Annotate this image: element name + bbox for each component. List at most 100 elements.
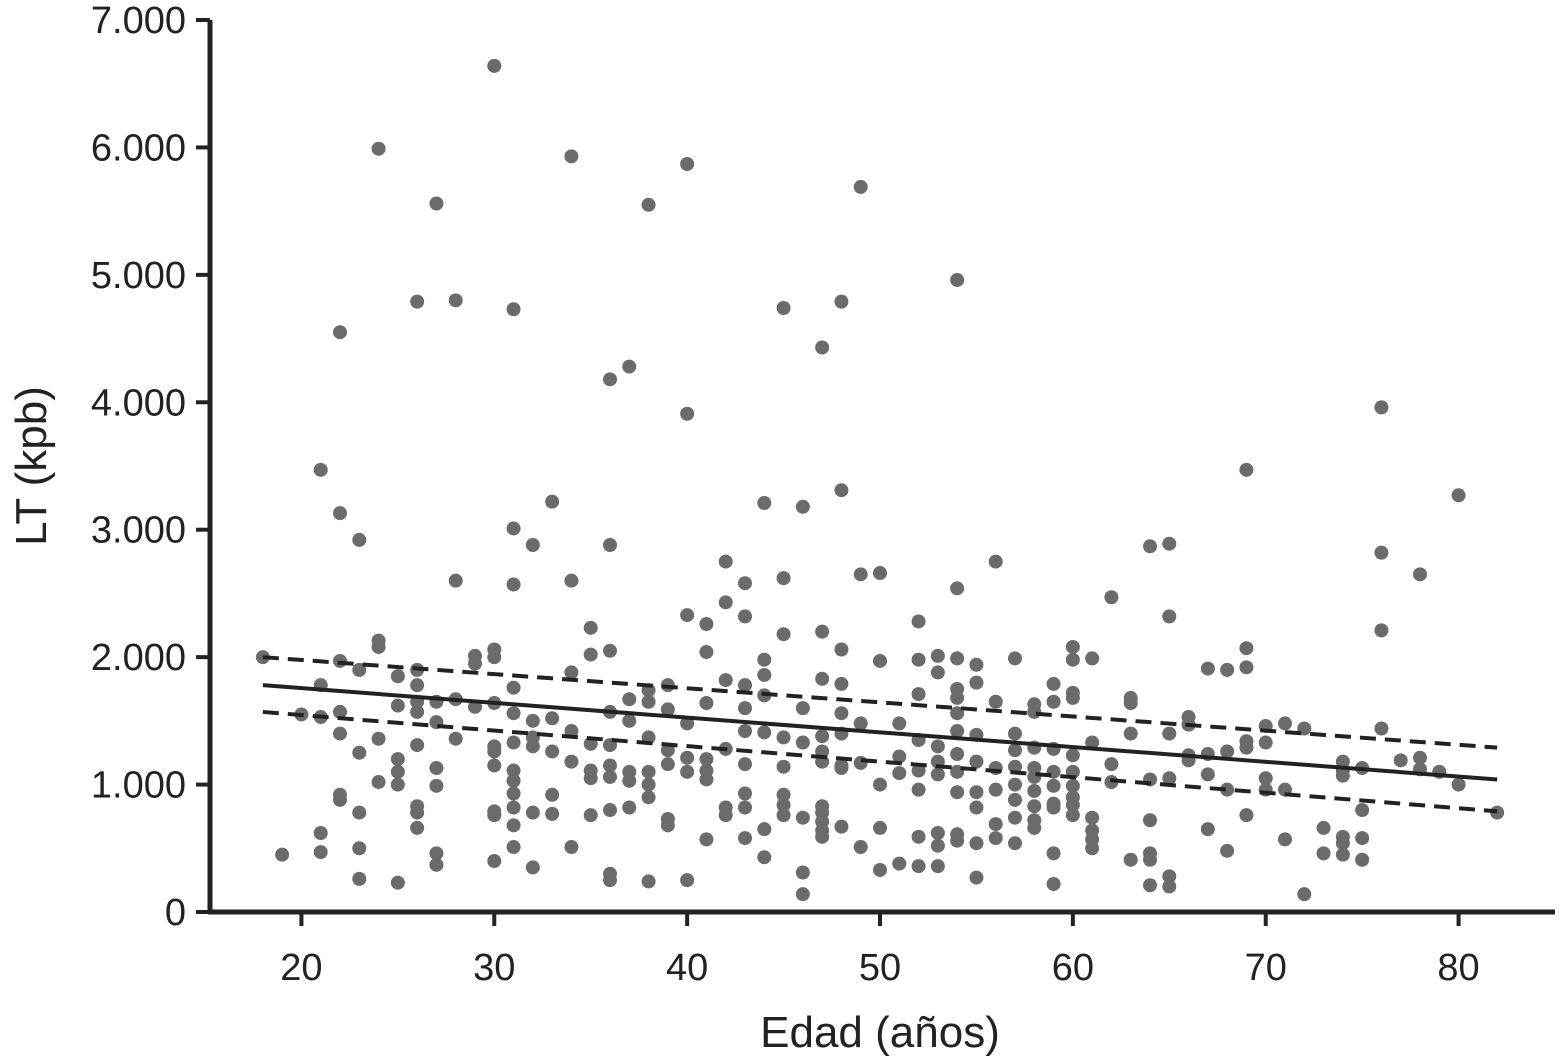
data-point bbox=[410, 805, 425, 820]
data-point bbox=[853, 755, 868, 770]
data-point bbox=[506, 786, 521, 801]
y-axis-title: LT (kpb) bbox=[7, 386, 56, 546]
data-point bbox=[1046, 694, 1061, 709]
y-tick-label: 3.000 bbox=[91, 510, 186, 552]
data-point bbox=[1278, 832, 1292, 847]
data-point bbox=[1239, 740, 1254, 755]
data-point bbox=[1374, 400, 1389, 415]
data-point bbox=[776, 797, 791, 812]
data-point bbox=[680, 716, 695, 731]
data-point bbox=[795, 499, 810, 514]
data-point bbox=[564, 149, 579, 164]
data-point bbox=[564, 665, 579, 680]
data-point bbox=[1355, 852, 1370, 867]
ci-lower-line bbox=[262, 709, 1498, 814]
data-point bbox=[583, 771, 598, 786]
data-point bbox=[680, 750, 695, 765]
data-point bbox=[1355, 803, 1370, 818]
data-point bbox=[1220, 744, 1235, 759]
y-tick-label: 6.000 bbox=[91, 127, 186, 169]
data-point bbox=[738, 800, 752, 815]
data-point bbox=[641, 764, 656, 779]
data-point bbox=[1065, 778, 1080, 793]
data-point bbox=[1355, 831, 1370, 846]
data-point bbox=[930, 825, 945, 840]
data-point bbox=[506, 706, 521, 721]
data-point bbox=[873, 862, 887, 877]
data-point bbox=[583, 647, 598, 662]
data-point bbox=[371, 639, 386, 654]
data-point bbox=[853, 179, 868, 194]
x-tick-label: 50 bbox=[859, 947, 901, 989]
data-point bbox=[1220, 782, 1235, 797]
data-point bbox=[1143, 878, 1157, 893]
data-point bbox=[410, 820, 425, 835]
data-point bbox=[1123, 696, 1138, 711]
data-point bbox=[988, 554, 1003, 569]
data-point bbox=[1200, 767, 1215, 782]
data-point bbox=[525, 713, 540, 728]
data-point bbox=[622, 773, 637, 788]
data-point bbox=[969, 785, 984, 800]
data-point bbox=[1008, 792, 1022, 807]
data-point bbox=[429, 778, 444, 793]
data-point bbox=[718, 595, 733, 610]
data-point bbox=[352, 745, 367, 760]
data-point bbox=[1046, 800, 1061, 815]
data-point bbox=[834, 761, 849, 776]
data-point bbox=[603, 538, 617, 553]
data-point bbox=[776, 787, 791, 802]
data-point bbox=[390, 875, 405, 890]
data-point bbox=[1085, 810, 1100, 825]
data-point bbox=[834, 483, 849, 498]
data-point bbox=[487, 758, 502, 773]
data-point bbox=[1085, 735, 1100, 750]
data-point bbox=[1065, 748, 1080, 763]
x-ticks: 20 30 40 50 60 70 80 bbox=[280, 912, 1480, 989]
data-point bbox=[699, 752, 714, 767]
data-point bbox=[506, 680, 521, 695]
data-point bbox=[313, 845, 328, 860]
data-point bbox=[545, 744, 560, 759]
data-point bbox=[525, 739, 540, 754]
data-point bbox=[795, 735, 810, 750]
data-point bbox=[1123, 852, 1138, 867]
data-point bbox=[1027, 799, 1042, 814]
data-point bbox=[795, 810, 810, 825]
data-point bbox=[834, 676, 849, 691]
data-point bbox=[603, 873, 617, 888]
data-point bbox=[988, 694, 1003, 709]
data-point bbox=[795, 701, 810, 716]
data-point bbox=[506, 302, 521, 317]
data-point bbox=[718, 808, 733, 823]
data-point bbox=[892, 856, 907, 871]
data-point bbox=[911, 763, 926, 778]
data-point bbox=[1123, 726, 1138, 741]
data-point bbox=[988, 782, 1003, 797]
y-tick-label: 5.000 bbox=[91, 255, 186, 297]
data-point bbox=[1374, 721, 1389, 736]
data-point bbox=[1027, 704, 1042, 719]
data-point bbox=[371, 731, 386, 746]
data-point bbox=[1143, 539, 1157, 554]
data-point bbox=[1258, 771, 1273, 786]
data-point bbox=[1239, 660, 1254, 675]
data-point bbox=[911, 859, 926, 874]
data-point bbox=[718, 554, 733, 569]
data-point bbox=[969, 754, 984, 769]
data-point bbox=[950, 651, 965, 666]
x-axis-title: Edad (años) bbox=[760, 1008, 1000, 1057]
data-point bbox=[911, 652, 926, 667]
data-point bbox=[660, 757, 675, 772]
data-point bbox=[738, 609, 752, 624]
data-point bbox=[1046, 676, 1061, 691]
x-tick-label: 30 bbox=[473, 947, 515, 989]
data-point bbox=[776, 571, 791, 586]
data-point bbox=[680, 156, 695, 171]
data-point bbox=[988, 817, 1003, 832]
data-point bbox=[1335, 768, 1350, 783]
data-point bbox=[506, 577, 521, 592]
data-point bbox=[410, 678, 425, 693]
y-tick-label: 4.000 bbox=[91, 382, 186, 424]
data-point bbox=[1258, 735, 1273, 750]
